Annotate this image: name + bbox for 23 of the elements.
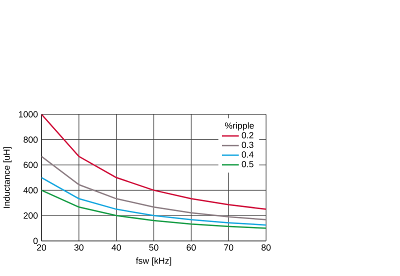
x-axis-title: fsw [kHz] xyxy=(136,257,172,266)
y-tick-label: 800 xyxy=(24,136,38,143)
y-tick-label: 0 xyxy=(33,238,38,244)
legend-label: 0.3 xyxy=(242,142,254,148)
line-series xyxy=(41,176,266,226)
x-tick-label: 70 xyxy=(224,244,234,251)
y-axis-title: Inductance [uH] xyxy=(3,147,12,208)
x-tick-label: 50 xyxy=(149,244,158,251)
x-tick-label: 80 xyxy=(262,244,271,251)
x-tick-label: 20 xyxy=(37,244,46,251)
y-tick-label: 200 xyxy=(24,212,38,219)
y-tick-label: 1000 xyxy=(18,111,38,118)
y-tick-label: 400 xyxy=(23,187,38,194)
legend-label: 0.4 xyxy=(242,151,254,158)
x-tick-label: 40 xyxy=(112,244,121,251)
y-tick-label: 600 xyxy=(24,162,38,168)
x-tick-label: 30 xyxy=(74,244,84,251)
x-tick-label: 60 xyxy=(186,244,196,251)
line-series xyxy=(41,190,266,229)
legend-title: %ripple xyxy=(224,122,254,131)
line-series xyxy=(41,114,266,210)
legend-label: 0.5 xyxy=(242,161,254,168)
legend-label: 0.2 xyxy=(242,132,254,138)
